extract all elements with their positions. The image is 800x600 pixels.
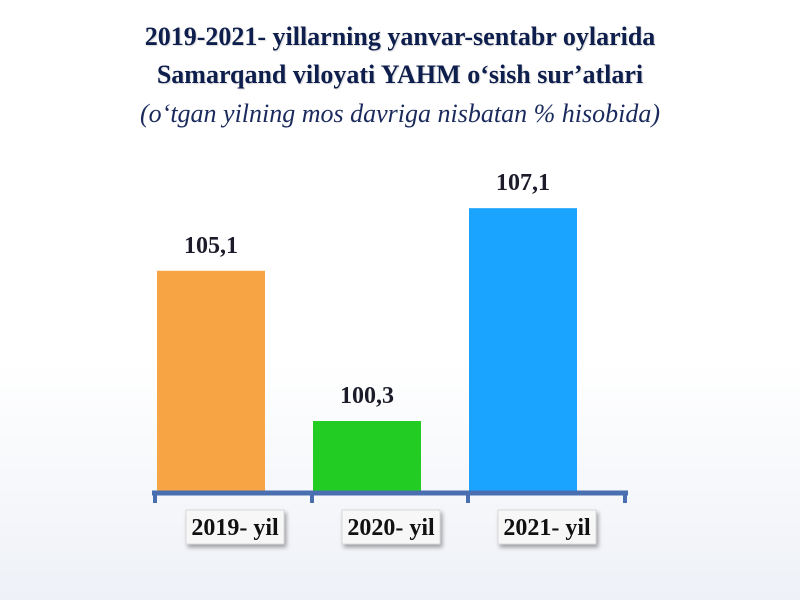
chart-subtitle: (o‘tgan yilning mos davriga nisbatan % h… [140, 99, 660, 128]
category-label-0: 2019- yil [191, 515, 279, 541]
bar-2020yil [313, 421, 421, 493]
category-label-2: 2021- yil [503, 515, 591, 541]
category-label-box [185, 509, 285, 545]
chart-title-line-2: Samarqand viloyati YAHM o‘sish sur’atlar… [156, 60, 644, 89]
category-label-box [497, 509, 597, 545]
bar-2021yil [469, 208, 577, 494]
bar-2019yil [157, 270, 265, 493]
data-label-1: 100,3 [340, 383, 394, 409]
data-label-0: 105,1 [184, 233, 238, 259]
category-label-1: 2020- yil [347, 515, 435, 541]
chart-title-line-1: 2019-2021- yillarning yanvar-sentabr oyl… [144, 22, 656, 51]
category-label-box [341, 509, 441, 545]
chart-title-block: 2019-2021- yillarning yanvar-sentabr oyl… [0, 18, 800, 132]
data-label-2: 107,1 [496, 170, 550, 196]
